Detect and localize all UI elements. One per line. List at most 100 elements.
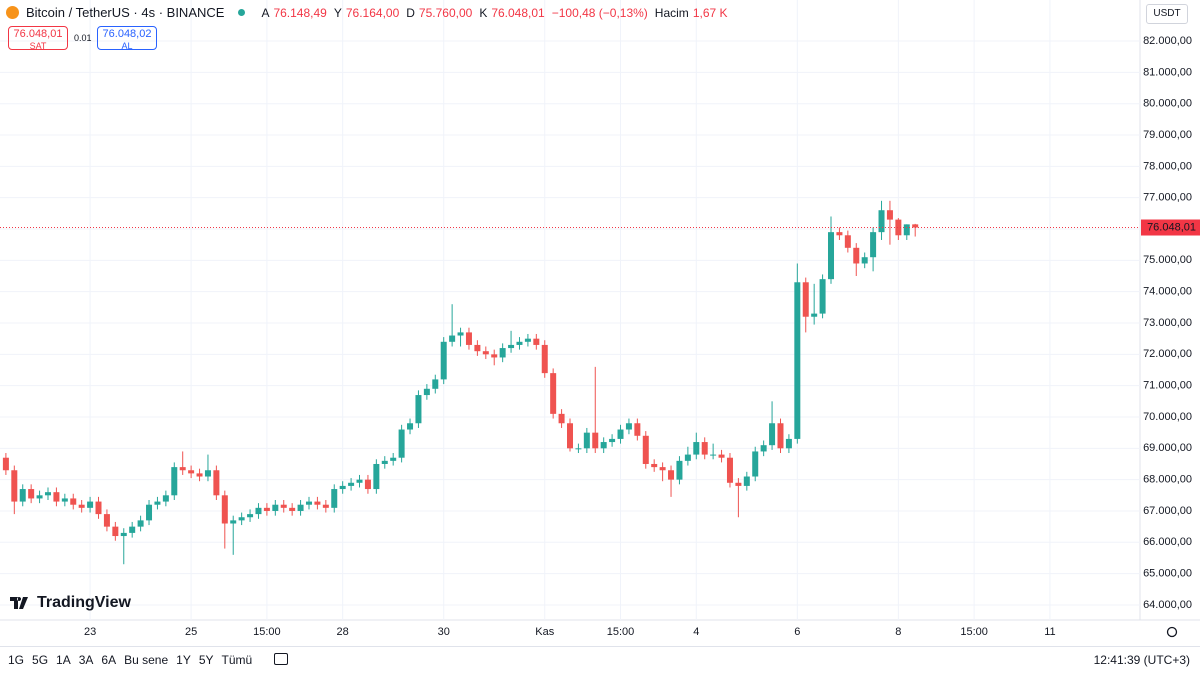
range-button[interactable]: Tümü	[221, 653, 253, 667]
candle-body	[112, 526, 119, 537]
range-button[interactable]: 1A	[56, 653, 71, 667]
range-button[interactable]: 5G	[32, 653, 49, 667]
candle-body	[432, 379, 439, 389]
y-tick-label: 67.000,00	[1143, 505, 1192, 517]
candle-body	[777, 423, 784, 449]
y-tick-label: 80.000,00	[1143, 98, 1192, 110]
candle-body	[390, 457, 397, 461]
candle-body	[137, 520, 144, 527]
candle-body	[567, 423, 573, 449]
y-tick-label: 78.000,00	[1143, 160, 1192, 172]
candle-body	[440, 341, 447, 380]
candle-body	[760, 445, 767, 452]
candle-body	[415, 395, 422, 424]
candle-body	[305, 501, 312, 505]
chart: 64.000,00 65.000,00 66.000,00 67.000,00 68.0…	[0, 0, 1200, 638]
sell-label: SAT	[29, 41, 47, 51]
candle-body	[162, 495, 169, 502]
buy-button[interactable]: 76.048,02 AL	[97, 26, 157, 51]
candle-body	[272, 504, 279, 511]
clock[interactable]: 12:41:39 (UTC+3)	[1093, 653, 1190, 667]
candle-body	[457, 332, 464, 336]
price-label-box	[1141, 219, 1200, 236]
x-tick-label: 15:00	[253, 626, 281, 638]
candle-body	[255, 507, 262, 515]
candle-body	[154, 501, 161, 505]
candle-body	[634, 423, 641, 436]
range-button[interactable]: 6A	[101, 653, 117, 667]
symbol[interactable]: Bitcoin / TetherUS · 4s · BINANCE	[26, 5, 225, 20]
candle-body	[811, 313, 818, 317]
candle-body	[129, 526, 136, 533]
ohlc-value: 76.164,00	[345, 5, 400, 20]
candle-body	[912, 224, 919, 228]
x-tick-label: 8	[895, 626, 901, 638]
candle-body	[103, 514, 110, 527]
ohlc-key: Y	[333, 5, 342, 20]
sell-price: 76.048,01	[13, 28, 63, 40]
candle-body	[204, 470, 211, 477]
legend-header: Bitcoin / TetherUS · 4s · BINANCE A 76.14…	[6, 5, 731, 20]
candle-body	[903, 224, 910, 236]
settings-icon[interactable]	[1166, 626, 1178, 638]
x-tick-label: 28	[337, 626, 349, 638]
currency-button[interactable]: USDT	[1146, 4, 1188, 24]
candle-body	[19, 489, 26, 502]
range-button[interactable]: 1G	[8, 653, 25, 667]
y-tick-label: 69.000,00	[1143, 442, 1192, 454]
candle-body	[710, 454, 717, 456]
y-tick-label: 66.000,00	[1143, 536, 1192, 548]
candle-body	[465, 332, 472, 345]
ohlc-key: A	[261, 5, 270, 20]
candle-body	[482, 351, 489, 355]
y-tick-label: 71.000,00	[1143, 380, 1192, 392]
buy-price: 76.048,02	[102, 28, 152, 40]
candle-body	[676, 460, 683, 480]
x-tick-label: 11	[1044, 626, 1055, 638]
candle-body	[53, 492, 60, 502]
candle-body	[230, 520, 237, 524]
volume: 1,67 K	[692, 5, 728, 20]
sell-button[interactable]: 76.048,01 SAT	[8, 26, 68, 51]
candle-body	[651, 463, 658, 468]
candle-body	[70, 498, 77, 505]
logo: TradingView	[10, 594, 131, 612]
candle-body	[423, 388, 430, 396]
candle-body	[516, 341, 523, 345]
candle-body	[11, 470, 18, 502]
candle-body	[28, 489, 35, 499]
range-button[interactable]: 5Y	[198, 653, 214, 667]
candle-body	[693, 442, 700, 455]
range-button[interactable]: Bu sene	[124, 653, 169, 667]
candle-body	[785, 438, 792, 449]
candle-body	[196, 473, 203, 477]
candle-body	[541, 344, 548, 374]
candle-body	[381, 460, 388, 464]
market-status	[238, 9, 246, 16]
buy-label: AL	[121, 41, 133, 51]
y-tick-label: 75.000,00	[1143, 254, 1192, 266]
candle-body	[617, 429, 624, 439]
range-button[interactable]: 3A	[78, 653, 94, 667]
candle-body	[550, 373, 557, 414]
candle-body	[870, 232, 877, 258]
candle-body	[179, 467, 186, 471]
ohlc-key: K	[479, 5, 488, 20]
candle-body	[499, 348, 506, 358]
candle-body	[449, 335, 456, 342]
candle-body	[2, 457, 9, 471]
candle-body	[659, 467, 666, 471]
candle-body	[592, 432, 599, 449]
candle-body	[625, 423, 632, 430]
range-button[interactable]: 1Y	[176, 653, 191, 667]
candle-body	[95, 501, 102, 515]
candle-body	[146, 504, 153, 521]
candle-body	[364, 479, 371, 490]
candle-body	[743, 476, 750, 486]
candle-body	[575, 448, 582, 450]
candle-body	[314, 501, 321, 505]
date-range-icon[interactable]	[274, 653, 289, 665]
plot-layer: 64.000,00 65.000,00 66.000,00 67.000,00 68.0…	[0, 0, 1200, 638]
candle-body	[609, 438, 616, 443]
